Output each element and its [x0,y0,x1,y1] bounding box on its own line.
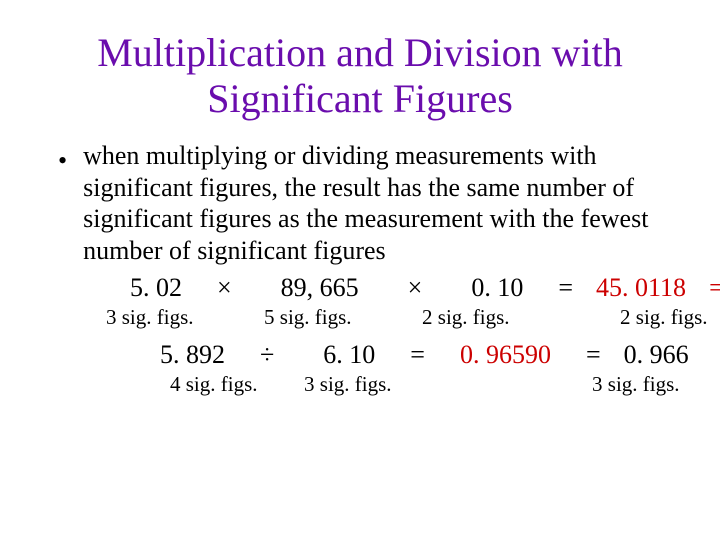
bullet-text: when multiplying or dividing measurement… [83,140,680,267]
eq1-operand-a: 5. 02 [130,273,182,302]
eq1-operand-c: 0. 10 [471,273,523,302]
equation-1-sigfigs: 3 sig. figs. 5 sig. figs. 2 sig. figs. 2… [106,305,680,330]
eq1-sf-b: 5 sig. figs. [264,305,352,329]
slide: Multiplication and Division with Signifi… [0,0,720,540]
eq2-operand-b: 6. 10 [323,340,375,369]
eq1-sf-result: 2 sig. figs. [620,305,708,329]
equation-2-sigfigs: 4 sig. figs. 3 sig. figs. 3 sig. figs. [170,372,680,397]
eq2-operator: ÷ [260,340,274,369]
eq1-raw-result: 45. 0118 [596,273,686,302]
slide-title: Multiplication and Division with Signifi… [60,30,660,122]
eq1-sf-c: 2 sig. figs. [422,305,510,329]
bullet-item: • when multiplying or dividing measureme… [58,140,680,267]
eq2-rounded-result: 0. 966 [624,340,689,369]
eq1-equals-1: = [558,273,573,302]
equation-2: 5. 892 ÷ 6. 10 = 0. 96590 = 0. 966 [160,340,680,370]
eq1-operand-b: 89, 665 [281,273,359,302]
eq2-equals-1: = [410,340,425,369]
eq1-sf-a: 3 sig. figs. [106,305,194,329]
eq2-operand-a: 5. 892 [160,340,225,369]
eq1-equals-2: = [709,273,720,302]
eq2-sf-b: 3 sig. figs. [304,372,392,396]
bullet-marker: • [58,148,67,174]
eq2-raw-result: 0. 96590 [460,340,551,369]
eq2-sf-result: 3 sig. figs. [592,372,680,396]
eq1-operator-1: × [217,273,232,302]
equation-1: 5. 02 × 89, 665 × 0. 10 = 45. 0118 = 45 [130,273,680,303]
title-line-2: Significant Figures [207,76,513,121]
title-line-1: Multiplication and Division with [97,30,623,75]
eq2-sf-a: 4 sig. figs. [170,372,258,396]
eq1-operator-2: × [408,273,423,302]
eq2-equals-2: = [586,340,601,369]
